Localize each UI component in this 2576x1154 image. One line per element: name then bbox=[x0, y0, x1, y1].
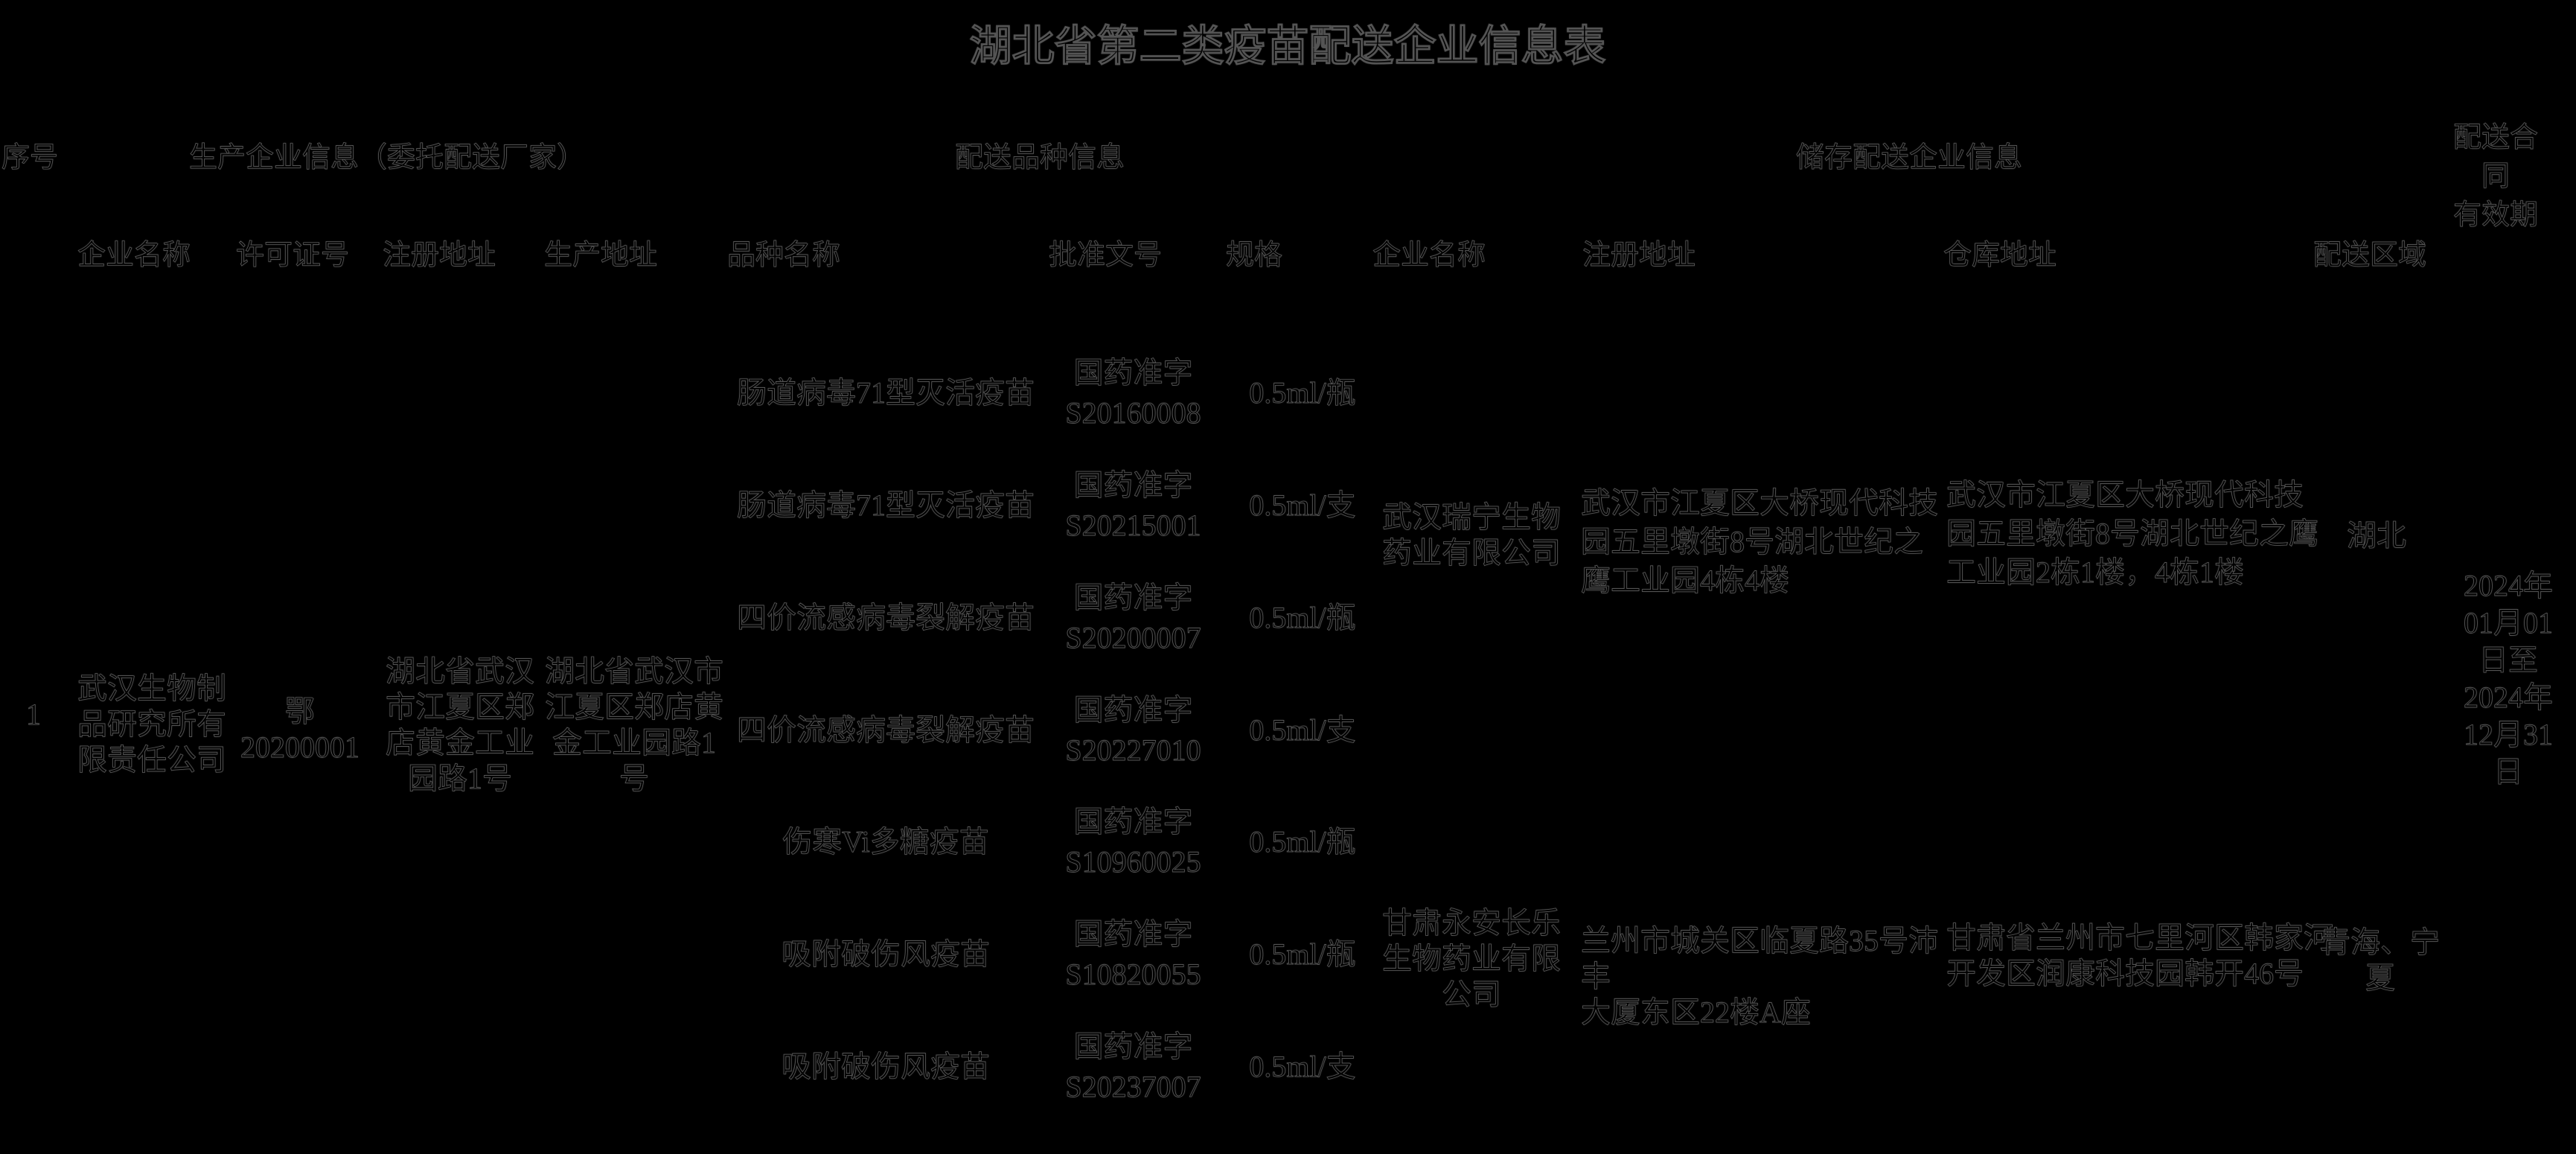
spec-cell: 0.5ml/支 bbox=[1249, 713, 1356, 747]
spec-cell: 0.5ml/支 bbox=[1249, 488, 1356, 523]
approval-no-cell: 国药准字 S20200007 bbox=[1065, 581, 1201, 655]
spec-cell: 0.5ml/支 bbox=[1249, 1050, 1356, 1084]
header-distributor-name: 企业名称 bbox=[1372, 240, 1486, 272]
producer-license-cell: 鄂 20200001 bbox=[240, 695, 360, 765]
spec-cell: 0.5ml/瓶 bbox=[1249, 825, 1356, 859]
header-group-variety: 配送品种信息 bbox=[954, 142, 1125, 174]
approval-no-cell: 国药准字 S20160008 bbox=[1065, 356, 1201, 430]
distributor-reg-address-cell: 兰州市城关区临夏路35号沛丰 大厦东区22楼A座 bbox=[1581, 924, 1939, 1030]
approval-no-cell: 国药准字 S20237007 bbox=[1065, 1030, 1201, 1104]
header-group-distributor: 储存配送企业信息 bbox=[1795, 142, 2023, 174]
variety-name-cell: 四价流感病毒裂解疫苗 bbox=[737, 601, 1035, 635]
header-group-contract-validity: 配送合同 有效期 bbox=[2452, 122, 2539, 232]
approval-no-cell: 国药准字 S20227010 bbox=[1065, 693, 1201, 768]
header-producer-prod-address: 生产地址 bbox=[543, 240, 658, 272]
spec-cell: 0.5ml/瓶 bbox=[1249, 937, 1356, 972]
spec-cell: 0.5ml/瓶 bbox=[1249, 601, 1356, 635]
header-producer-reg-address: 注册地址 bbox=[382, 240, 496, 272]
header-delivery-region: 配送区域 bbox=[2313, 240, 2427, 272]
header-distributor-reg-address: 注册地址 bbox=[1582, 240, 1696, 272]
producer-reg-address-cell: 湖北省武汉 市江夏区郑 店黄金工业 园路1号 bbox=[386, 654, 535, 796]
distributor-name-cell: 甘肃永安长乐 生物药业有限 公司 bbox=[1382, 906, 1562, 1012]
variety-name-cell: 肠道病毒71型灭活疫苗 bbox=[737, 488, 1035, 523]
page-title: 湖北省第二类疫苗配送企业信息表 bbox=[969, 23, 1606, 71]
contract-validity-cell: 2024年 01月01 日至 2024年 12月31 日 bbox=[2464, 569, 2554, 789]
variety-name-cell: 四价流感病毒裂解疫苗 bbox=[737, 713, 1035, 747]
variety-name-cell: 吸附破伤风疫苗 bbox=[782, 1050, 991, 1084]
distributor-reg-address-cell: 武汉市江夏区大桥现代科技 园五里墩街8号湖北世纪之 鹰工业园4栋4楼 bbox=[1581, 486, 1939, 598]
delivery-region-cell: 青海、宁 夏 bbox=[2321, 925, 2441, 995]
header-approval-no: 批准文号 bbox=[1048, 240, 1163, 272]
producer-name-cell: 武汉生物制 品研究所有 限责任公司 bbox=[77, 672, 227, 777]
warehouse-address-cell: 武汉市江夏区大桥现代科技 园五里墩街8号湖北世纪之鹰 工业园2栋1楼，4栋1楼 bbox=[1946, 478, 2319, 590]
delivery-region-cell: 湖北 bbox=[2347, 519, 2407, 553]
variety-name-cell: 肠道病毒71型灭活疫苗 bbox=[737, 376, 1035, 410]
header-license-no: 许可证号 bbox=[235, 240, 350, 272]
distributor-name-cell: 武汉瑞宁生物 药业有限公司 bbox=[1382, 500, 1562, 570]
warehouse-address-cell: 甘肃省兰州市七里河区韩家河 开发区润康科技园韩开46号 bbox=[1946, 921, 2334, 991]
approval-no-cell: 国药准字 S10820055 bbox=[1065, 917, 1201, 992]
producer-prod-address-cell: 湖北省武汉市 江夏区郑店黄 金工业园路1 号 bbox=[545, 654, 724, 796]
header-spec: 规格 bbox=[1225, 240, 1283, 272]
variety-name-cell: 吸附破伤风疫苗 bbox=[782, 937, 991, 972]
variety-name-cell: 伤寒Vi多糖疫苗 bbox=[782, 825, 990, 859]
approval-no-cell: 国药准字 S10960025 bbox=[1065, 805, 1201, 879]
header-serial: 序号 bbox=[1, 142, 59, 174]
approval-no-cell: 国药准字 S20215001 bbox=[1065, 468, 1201, 543]
header-group-producer: 生产企业信息（委托配送厂家） bbox=[188, 142, 586, 174]
spec-cell: 0.5ml/瓶 bbox=[1249, 376, 1356, 410]
header-producer-name: 企业名称 bbox=[77, 240, 191, 272]
header-warehouse-address: 仓库地址 bbox=[1943, 240, 2057, 272]
serial-cell: 1 bbox=[26, 698, 42, 732]
header-variety-name: 品种名称 bbox=[726, 240, 841, 272]
